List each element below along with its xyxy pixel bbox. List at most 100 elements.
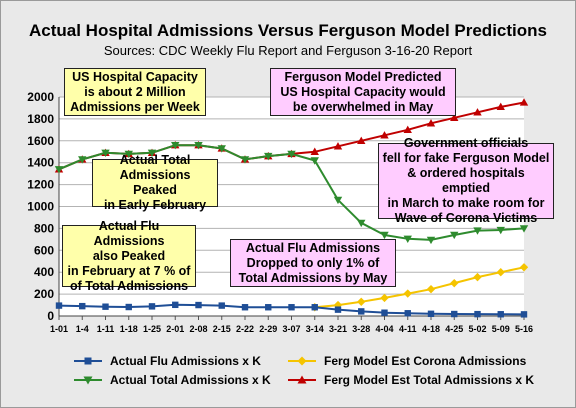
series-3-point-14 [380, 131, 389, 139]
series-1-point-0 [54, 166, 64, 174]
series-0-point-8 [241, 304, 249, 311]
series-0-point-1 [79, 302, 86, 310]
series-0-point-15 [404, 310, 411, 317]
series-0-point-11 [311, 304, 318, 311]
y-axis: 0 200 400 600 800 1000 1200 1400 1600 1800 2000 [27, 90, 60, 323]
x-tick-label-10: 3-07 [282, 324, 300, 334]
series-3-point-20 [519, 98, 529, 106]
series-1-point-15 [403, 235, 412, 244]
series-1-point-7 [217, 145, 226, 153]
series-3-point-12 [333, 142, 343, 150]
annotation-total-peak: Actual Total Admissions Peaked in Early … [92, 153, 218, 212]
legend-marker-2 [297, 356, 307, 366]
legend-label-2: Ferg Model Est Corona Admissions [324, 354, 527, 368]
series-0 [55, 301, 528, 318]
series-2-line [314, 266, 525, 309]
series-1-point-17 [450, 231, 459, 240]
series-2-point-15 [403, 289, 412, 298]
annotation-flu-drop: Actual Flu Admissions Dropped to only 1%… [230, 239, 396, 287]
series-0-point-3 [125, 303, 132, 311]
x-tick-label-9: 2-29 [259, 324, 277, 334]
x-tick-label-18: 5-02 [468, 324, 486, 334]
series-3-point-18 [473, 108, 482, 116]
series-2-point-19 [496, 268, 505, 277]
series-3-point-19 [496, 102, 505, 111]
series-1-point-3 [124, 150, 133, 159]
series-0-point-10 [288, 304, 295, 311]
x-tick-label-7: 2-15 [213, 324, 231, 334]
x-tick-label-5: 2-01 [166, 324, 184, 334]
series-layer [54, 98, 529, 318]
series-1-point-18 [473, 227, 482, 235]
y-tick-label-7: 1400 [27, 156, 54, 170]
legend-label-0: Actual Flu Admissions x K [110, 354, 261, 368]
series-0-point-14 [381, 309, 388, 316]
x-tick-label-8: 2-22 [236, 324, 254, 334]
chart-subtitle: Sources: CDC Weekly Flu Report and Fergu… [104, 43, 473, 58]
series-2-point-18 [473, 272, 482, 282]
series-0-point-0 [55, 302, 63, 309]
series-1-point-4 [147, 149, 157, 158]
legend: Actual Flu Admissions x K Ferg Model Est … [74, 354, 534, 387]
series-3-point-15 [403, 125, 412, 134]
x-tick-label-1: 1-4 [76, 324, 89, 334]
y-tick-label-10: 2000 [27, 90, 54, 104]
series-1-point-20 [519, 225, 529, 233]
series-2-point-17 [450, 278, 459, 288]
y-tick-label-6: 1200 [27, 178, 54, 192]
x-tick-label-2: 1-11 [97, 324, 115, 334]
x-tick-label-13: 3-28 [352, 324, 370, 334]
series-3-point-17 [450, 113, 459, 122]
x-tick-label-6: 2-08 [189, 324, 207, 334]
x-tick-label-3: 1-18 [120, 324, 138, 334]
series-0-point-12 [334, 306, 342, 313]
legend-label-1: Actual Total Admissions x K [110, 373, 271, 387]
series-1-point-14 [380, 231, 389, 240]
x-tick-label-15: 4-11 [399, 324, 417, 334]
series-0-point-7 [218, 302, 225, 309]
series-1-point-19 [496, 226, 505, 235]
series-1-point-1 [78, 156, 87, 164]
y-tick-label-0: 0 [47, 309, 54, 323]
x-tick-label-17: 4-25 [445, 324, 463, 334]
series-0-point-20 [520, 311, 528, 318]
series-0-point-4 [148, 303, 156, 310]
series-2-point-14 [380, 293, 389, 303]
series-0-point-2 [102, 303, 109, 310]
y-tick-label-8: 1600 [27, 134, 54, 148]
y-tick-label-2: 400 [34, 265, 54, 279]
series-2-point-13 [357, 297, 366, 306]
x-tick-label-0: 1-01 [50, 324, 68, 334]
series-1-point-10 [287, 150, 296, 159]
x-tick-label-20: 5-16 [515, 324, 533, 334]
series-3-point-16 [426, 119, 436, 127]
annotation-ferguson-prediction: Ferguson Model Predicted US Hospital Cap… [270, 68, 456, 116]
annotation-flu-peak: Actual Flu Admissions also Peaked in Feb… [62, 219, 196, 293]
series-1 [54, 141, 529, 245]
y-tick-label-1: 200 [34, 287, 54, 301]
x-axis: 1-01 1-4 1-11 1-18 1-25 2-01 2-08 2-15 2-22 2-29 3… [50, 315, 533, 334]
series-1-point-6 [194, 141, 203, 150]
x-tick-label-11: 3-14 [306, 324, 324, 334]
series-1-point-11 [310, 157, 319, 165]
series-0-point-16 [427, 310, 435, 318]
x-tick-label-19: 5-09 [492, 324, 510, 334]
x-tick-label-4: 1-25 [143, 324, 161, 334]
series-2-point-16 [426, 284, 436, 294]
series-2-point-20 [519, 263, 529, 272]
y-tick-label-3: 600 [34, 243, 54, 257]
y-tick-label-9: 1800 [27, 112, 54, 126]
series-0-point-17 [451, 310, 458, 318]
legend-marker-3 [297, 375, 307, 384]
series-1-point-2 [101, 149, 110, 158]
series-3-point-13 [357, 136, 366, 144]
series-0-point-5 [172, 301, 179, 309]
series-1-point-9 [264, 152, 273, 161]
series-1-point-12 [333, 196, 343, 205]
x-tick-label-12: 3-21 [329, 324, 347, 334]
x-tick-label-16: 4-18 [422, 324, 440, 334]
annotation-hospital-capacity: US Hospital Capacity is about 2 Million … [64, 68, 206, 116]
series-3-point-11 [310, 147, 319, 155]
series-0-point-19 [497, 311, 504, 318]
legend-marker-0 [84, 357, 92, 365]
